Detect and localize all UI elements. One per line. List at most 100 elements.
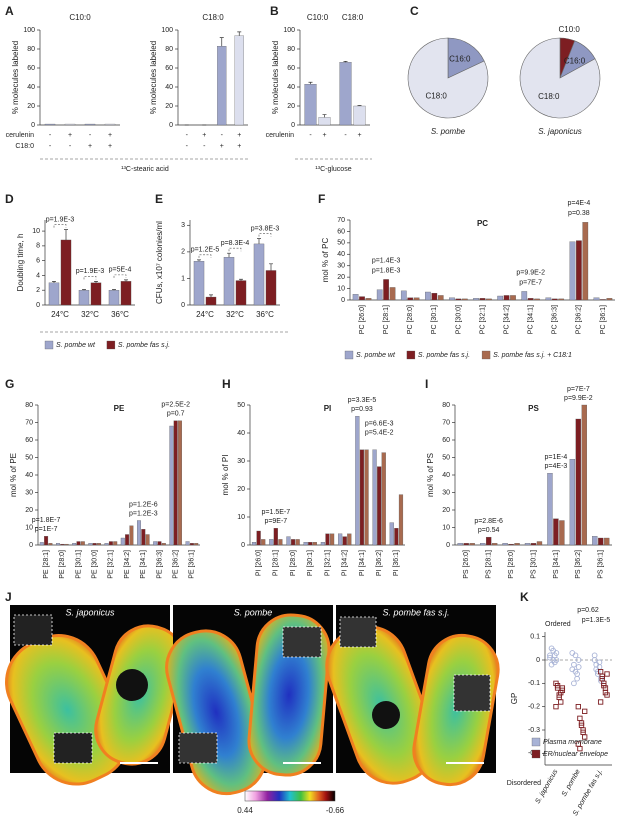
y-tick-label: 0 (169, 122, 173, 129)
slice-label: C18:0 (538, 92, 560, 101)
panel-label: J (5, 590, 12, 604)
y-tick-label: 80 (442, 402, 450, 409)
p-value: p=3.8E-3 (251, 225, 280, 232)
error-bar (343, 61, 348, 63)
bar (137, 520, 141, 546)
condition-sign: + (237, 132, 241, 139)
condition-sign: - (221, 132, 224, 139)
bar (120, 281, 132, 306)
bracket (113, 274, 127, 278)
y-tick-label: 2 (36, 287, 40, 294)
bar (251, 542, 257, 546)
p-value: p=1E-7 (35, 526, 58, 533)
y-axis-label: % molecules labeled (11, 41, 20, 114)
bar (485, 536, 492, 546)
x-tick-label: PS [34:1] (553, 550, 560, 579)
y-axis-label: mol % of PE (9, 453, 18, 497)
point (571, 661, 577, 668)
y-tick-label: 20 (337, 274, 345, 281)
panel-label: K (520, 590, 529, 604)
bar (303, 542, 308, 546)
x-tick-label: PC [30:0] (455, 305, 462, 334)
chart-title: S. japonicus (538, 127, 582, 136)
bracket (53, 224, 67, 228)
micrograph: S. japonicus (5, 605, 186, 786)
point (591, 652, 598, 659)
panel-label: A (5, 4, 14, 18)
bar (593, 297, 600, 301)
legend-swatch (106, 340, 116, 350)
bar (606, 298, 613, 301)
bar (104, 543, 109, 546)
bar (278, 539, 283, 546)
bar (359, 449, 365, 546)
legend-swatch (531, 737, 541, 747)
bar (491, 543, 498, 546)
bar (600, 299, 606, 301)
y-tick-label: 60 (25, 437, 33, 444)
y-tick-label: 0 (36, 302, 40, 309)
p-value: p=6.6E-3 (365, 421, 394, 428)
colorbar-label: -0.66 (326, 806, 345, 815)
bar (217, 46, 227, 126)
x-tick-label: PC [36:3] (552, 305, 559, 334)
p-value: p=2.5E-2 (161, 402, 190, 409)
y-tick-label: 10 (442, 524, 450, 531)
x-tick-label: PE [34:1] (140, 550, 147, 579)
y-tick-label: 60 (165, 65, 173, 72)
point (577, 715, 583, 721)
bar (72, 543, 77, 546)
y-axis-label: mol % of PC (321, 238, 330, 283)
bar (342, 536, 347, 546)
bar (576, 240, 582, 301)
condition-sign: + (357, 132, 361, 139)
legend-swatch (406, 350, 416, 360)
point (575, 704, 581, 710)
bar (530, 543, 537, 546)
bar (389, 522, 394, 546)
bar (479, 543, 486, 546)
condition-sign: + (237, 143, 241, 150)
y-tick-label: 40 (337, 251, 345, 258)
legend-swatch (531, 749, 541, 759)
p-value: p=1.9E-3 (46, 216, 75, 223)
x-tick-label: PC [34:2] (503, 305, 510, 334)
y-tick-label: 70 (25, 419, 33, 426)
x-tick-label: 32°C (81, 310, 99, 319)
y-axis-label: % molecules labeled (271, 41, 280, 114)
bar (521, 291, 528, 301)
condition-label: C18:0 (15, 143, 34, 150)
condition-sign: - (186, 143, 189, 150)
micrograph: S. pombe fas s.j. (325, 605, 500, 787)
bar (347, 533, 352, 546)
chart-title: PE (114, 404, 125, 413)
image-title: S. japonicus (65, 607, 115, 617)
image-title: S. pombe fas s.j. (382, 607, 449, 617)
annotation: p=0.62 (577, 607, 599, 614)
bar (56, 543, 60, 546)
point (575, 664, 582, 670)
y-tick-label: 0 (241, 542, 245, 549)
y-tick-label: 8 (36, 243, 40, 250)
p-value: p=1E-4 (545, 454, 568, 461)
legend-label: S. pombe wt (356, 352, 396, 359)
x-tick-label: PI [36:1] (393, 550, 400, 576)
y-tick-label: 1 (181, 275, 185, 282)
bar (431, 292, 438, 301)
y-tick-label: 30 (442, 489, 450, 496)
p-value: p=0.54 (478, 527, 500, 534)
bar (510, 295, 516, 301)
bar (44, 536, 49, 546)
point (602, 690, 609, 696)
y-tick-label: 20 (27, 103, 35, 110)
slice-label: C16:0 (564, 57, 586, 66)
error-bar (257, 238, 261, 244)
legend-label: S. pombe fas s.j. (418, 352, 470, 359)
y-tick-label: 20 (25, 507, 33, 514)
y-axis-label: GP (510, 693, 519, 705)
bar (355, 416, 360, 546)
y-tick-label: 60 (337, 228, 345, 235)
bar (64, 123, 76, 126)
point (604, 671, 610, 677)
bar (48, 543, 53, 546)
